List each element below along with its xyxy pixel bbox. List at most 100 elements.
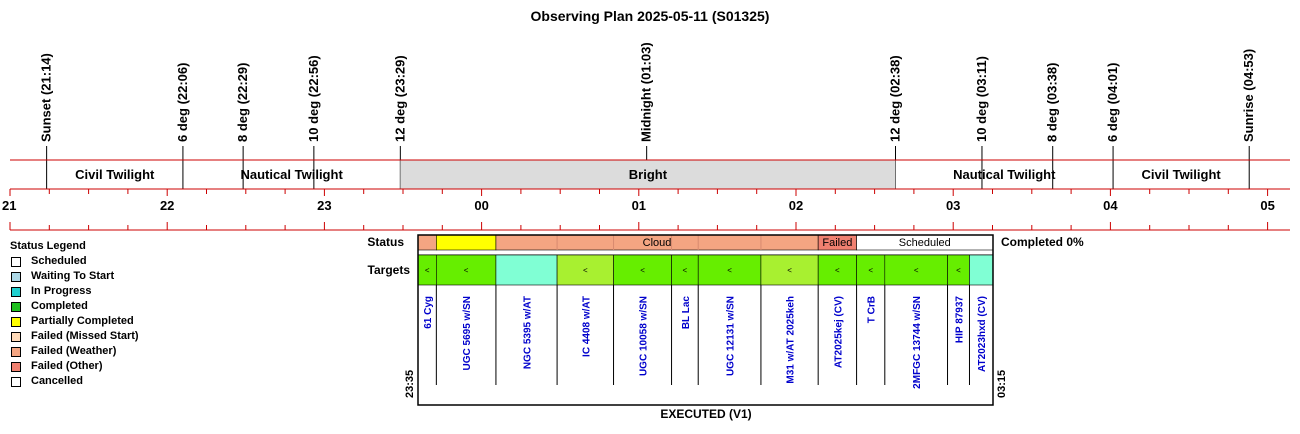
- legend-item: Failed (Weather): [10, 344, 170, 359]
- legend-label: In Progress: [31, 285, 92, 297]
- hour-tick-label: 03: [946, 198, 960, 213]
- hour-axis: 21 22 23 00 01 02 03 04 05: [2, 189, 1290, 231]
- plan-title: Observing Plan 2025-05-11 (S01325): [531, 8, 770, 24]
- legend-item: Completed: [10, 299, 170, 314]
- hour-tick-label: 02: [789, 198, 803, 213]
- target-name: AT2023hxd (CV): [977, 296, 988, 372]
- target-marker: <: [868, 266, 873, 275]
- legend-swatch: [11, 301, 21, 312]
- event-markers: Sunset (21:14) 6 deg (22:06) 8 deg (22:29)…: [39, 42, 1256, 189]
- event-label: Sunset (21:14): [39, 53, 54, 142]
- target-name: 2MFGC 13744 w/SN: [912, 296, 923, 389]
- legend-label: Scheduled: [31, 255, 87, 267]
- target-block: [436, 254, 497, 286]
- target-marker: <: [583, 266, 588, 275]
- status-segment: [417, 234, 437, 251]
- event-label: 8 deg (22:29): [235, 63, 250, 142]
- legend-label: Waiting To Start: [31, 270, 115, 282]
- legend-label: Failed (Weather): [31, 345, 117, 357]
- target-marker: <: [640, 266, 645, 275]
- legend-label: Completed: [31, 300, 88, 312]
- target-name: BL Lac: [681, 296, 692, 330]
- plan-end-time: 03:15: [996, 370, 1008, 398]
- band-label: Nautical Twilight: [240, 167, 343, 182]
- target-name: HIP 87937: [955, 296, 966, 344]
- legend-label: Partially Completed: [31, 315, 134, 327]
- legend-item: Partially Completed: [10, 314, 170, 329]
- band-label: Bright: [629, 167, 668, 182]
- band-label: Civil Twilight: [75, 167, 155, 182]
- plan-start-time: 23:35: [404, 370, 416, 398]
- legend-swatch: [11, 256, 21, 267]
- legend-item: Waiting To Start: [10, 269, 170, 284]
- event-label: 8 deg (03:38): [1045, 63, 1060, 142]
- legend-item: Failed (Other): [10, 359, 170, 374]
- target-block: [969, 254, 994, 286]
- legend-item: In Progress: [10, 284, 170, 299]
- legend-title: Status Legend: [10, 240, 86, 252]
- hour-tick-label: 22: [160, 198, 174, 213]
- hour-tick-label: 00: [474, 198, 488, 213]
- hour-tick-label: 05: [1260, 198, 1274, 213]
- legend-swatch: [11, 361, 21, 372]
- event-label: Midnight (01:03): [639, 42, 654, 142]
- target-name: NGC 5395 w/AT: [523, 296, 534, 369]
- plan-frame: [417, 234, 994, 406]
- target-name: M31 w/AT 2025keh: [786, 296, 797, 384]
- event-label: 12 deg (23:29): [392, 55, 407, 142]
- hour-tick-label: 01: [632, 198, 646, 213]
- legend-item: Scheduled: [10, 254, 170, 269]
- legend-swatch: [11, 286, 21, 297]
- legend-item: Failed (Missed Start): [10, 329, 170, 344]
- hour-tick-label: 04: [1103, 198, 1118, 213]
- status-segment-label: Failed: [822, 237, 852, 249]
- target-marker: <: [464, 266, 469, 275]
- targets-row-label: Targets: [368, 263, 411, 277]
- status-segment-label: Cloud: [643, 237, 672, 249]
- target-name: UGC 5695 w/SN: [462, 296, 473, 370]
- legend-label: Failed (Missed Start): [31, 330, 139, 342]
- target-marker: <: [787, 266, 792, 275]
- target-block: [856, 254, 886, 286]
- band-fill-2: [400, 160, 896, 189]
- target-name: IC 4408 w/AT: [581, 296, 592, 357]
- plan-table: Status Targets Completed 0% EXECUTED (V1…: [367, 234, 1084, 421]
- legend-swatch: [11, 346, 21, 357]
- target-marker: <: [727, 266, 732, 275]
- target-marker: <: [425, 266, 430, 275]
- event-label: Sunrise (04:53): [1241, 49, 1256, 142]
- band-label: Nautical Twilight: [953, 167, 1056, 182]
- event-label: 10 deg (22:56): [306, 55, 321, 142]
- legend-swatch: [11, 271, 21, 282]
- executed-label: EXECUTED (V1): [660, 407, 751, 421]
- status-legend: Status Legend Scheduled Waiting To Start I…: [10, 239, 170, 389]
- status-segment: [436, 234, 497, 251]
- hour-tick-label: 23: [317, 198, 331, 213]
- target-marker: <: [956, 266, 961, 275]
- legend-label: Failed (Other): [31, 360, 103, 372]
- target-block: [495, 254, 558, 286]
- legend-item: Cancelled: [10, 374, 170, 389]
- legend-items: Scheduled Waiting To Start In Progress Comp…: [10, 254, 170, 389]
- target-marker: <: [683, 266, 688, 275]
- target-block: [671, 254, 699, 286]
- hour-tick-label: 21: [2, 198, 16, 213]
- target-name: UGC 10058 w/SN: [639, 296, 650, 376]
- legend-swatch: [11, 316, 21, 327]
- target-name: UGC 12131 w/SN: [726, 296, 737, 376]
- status-segment-label: Scheduled: [899, 237, 951, 249]
- event-label: 12 deg (02:38): [888, 55, 903, 142]
- target-name: T CrB: [867, 296, 878, 323]
- target-name: 61 Cyg: [423, 296, 434, 329]
- legend-swatch: [11, 376, 21, 387]
- target-block: [697, 254, 762, 286]
- target-block: [613, 254, 672, 286]
- target-marker: <: [835, 266, 840, 275]
- status-row-label: Status: [367, 235, 404, 249]
- legend-label: Cancelled: [31, 375, 83, 387]
- event-label: 10 deg (03:11): [974, 56, 989, 142]
- band-label: Civil Twilight: [1142, 167, 1222, 182]
- twilight-bands: Civil Twilight Nautical Twilight Bright Nau…: [10, 159, 1290, 190]
- target-name: AT2025kej (CV): [833, 296, 844, 368]
- event-label: 6 deg (22:06): [175, 63, 190, 142]
